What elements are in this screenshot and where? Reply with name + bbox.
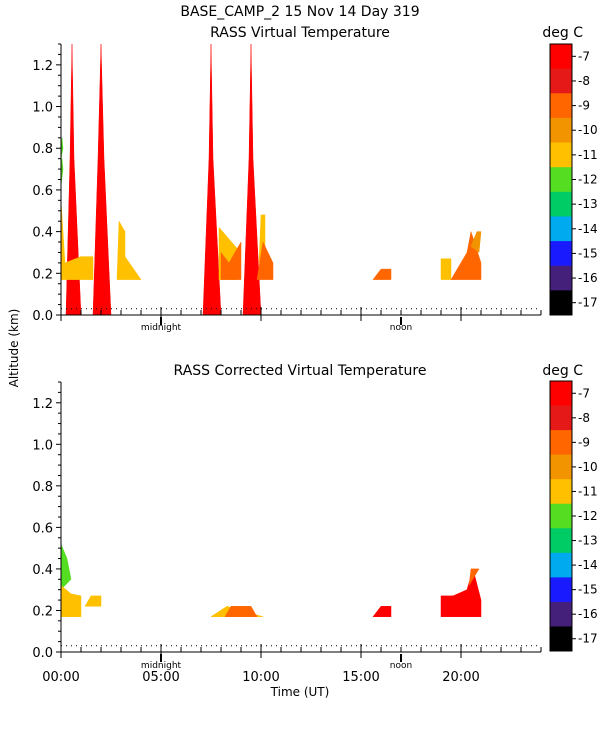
x-tick-label: 00:00 <box>42 670 79 685</box>
data-region <box>116 220 142 280</box>
y-tick-label: 0.2 <box>32 267 53 282</box>
noon-label: noon <box>390 323 412 333</box>
colorbar-label: -11 <box>578 148 598 162</box>
colorbar-label: -8 <box>578 411 590 425</box>
data-region <box>470 231 482 253</box>
colorbar-label: -15 <box>578 246 598 260</box>
x-tick-label: 20:00 <box>442 670 479 685</box>
colorbar-label: -10 <box>578 460 598 474</box>
y-tick-label: 0.0 <box>32 646 53 661</box>
panel-title: RASS Virtual Temperature <box>210 25 390 41</box>
data-region <box>372 268 392 280</box>
data-region <box>84 595 102 607</box>
colorbar-label: -9 <box>578 99 590 113</box>
colorbar-label: -14 <box>578 558 598 572</box>
colorbar-cell <box>550 142 572 168</box>
colorbar-label: -10 <box>578 123 598 137</box>
y-tick-label: 1.2 <box>32 59 53 74</box>
y-tick-label: 0.0 <box>32 309 53 324</box>
colorbar-cell <box>550 601 572 627</box>
data-region <box>60 543 72 591</box>
x-axis-label: Time (UT) <box>270 685 330 699</box>
data-region <box>202 43 222 316</box>
panel-title: RASS Corrected Virtual Temperature <box>174 363 427 379</box>
data-region <box>60 584 82 617</box>
data-region <box>256 241 274 280</box>
colorbar-units: deg C <box>542 363 583 379</box>
x-tick-label: 05:00 <box>142 670 179 685</box>
colorbar-label: -11 <box>578 484 598 498</box>
y-tick-label: 0.8 <box>32 480 53 495</box>
chart-panel-virtual-temperature: RASS Virtual Temperature deg C 0.0 0.2 0.4 0.… <box>32 25 597 333</box>
data-region <box>224 606 258 617</box>
data-region <box>468 568 480 586</box>
x-tick-labels: 00:00 05:00 10:00 15:00 20:00 <box>42 670 479 685</box>
colorbar-label: -7 <box>578 386 590 400</box>
colorbar-label: -13 <box>578 197 598 211</box>
colorbar-label: -15 <box>578 583 598 597</box>
colorbar-cell <box>550 479 572 505</box>
colorbar-cell <box>550 381 572 407</box>
colorbar-cell <box>550 626 572 652</box>
colorbar-label: -16 <box>578 271 598 285</box>
y-tick-label: 0.6 <box>32 184 53 199</box>
y-tick-label: 0.8 <box>32 142 53 157</box>
colorbar-label: -17 <box>578 296 598 310</box>
chart-panel-corrected-virtual-temperature: RASS Corrected Virtual Temperature deg C 0… <box>32 363 597 671</box>
colorbar-cell <box>550 430 572 456</box>
y-tick-label: 1.0 <box>32 438 53 453</box>
colorbar-cell <box>550 577 572 603</box>
colorbar-cell <box>550 503 572 529</box>
data-region <box>440 258 452 280</box>
midnight-label: midnight <box>141 661 182 671</box>
y-tick-label: 0.4 <box>32 226 53 241</box>
colorbar-cell <box>550 93 572 119</box>
colorbar-label: -17 <box>578 632 598 646</box>
x-tick-label: 10:00 <box>242 670 279 685</box>
midnight-label: midnight <box>141 323 182 333</box>
colorbar-units: deg C <box>542 25 583 41</box>
data-region <box>220 241 242 280</box>
colorbar-label: -16 <box>578 607 598 621</box>
colorbar-cell <box>550 265 572 291</box>
colorbar-cell <box>550 191 572 217</box>
colorbar-label: -8 <box>578 74 590 88</box>
colorbar-label: -9 <box>578 435 590 449</box>
y-tick-label: 1.0 <box>32 101 53 116</box>
colorbar-cell <box>550 528 572 554</box>
y-tick-label: 0.2 <box>32 604 53 619</box>
colorbar-cell <box>550 216 572 242</box>
colorbar-cell <box>550 117 572 144</box>
y-axis-label: Altitude (km) <box>7 309 21 388</box>
x-tick-label: 15:00 <box>342 670 379 685</box>
colorbar-cell <box>550 68 572 94</box>
colorbar-cell <box>550 552 572 578</box>
colorbar-label: -7 <box>578 49 590 63</box>
y-tick-label: 0.4 <box>32 563 53 578</box>
colorbar-cell <box>550 405 572 431</box>
colorbar-cell <box>550 167 572 193</box>
data-region <box>440 567 482 617</box>
colorbar-cell <box>550 454 572 480</box>
y-tick-label: 0.6 <box>32 521 53 536</box>
colorbar-cell <box>550 290 572 316</box>
colorbar-label: -12 <box>578 509 598 523</box>
colorbar-label: -13 <box>578 534 598 548</box>
colorbar-cell <box>550 44 572 70</box>
y-tick-label: 1.2 <box>32 397 53 412</box>
colorbar-label: -14 <box>578 222 598 236</box>
colorbar-cell <box>550 241 572 267</box>
figure-title: BASE_CAMP_2 15 Nov 14 Day 319 <box>180 4 419 20</box>
data-region <box>372 606 392 617</box>
colorbar-label: -12 <box>578 173 598 187</box>
data-region <box>92 43 112 316</box>
noon-label: noon <box>390 661 412 671</box>
